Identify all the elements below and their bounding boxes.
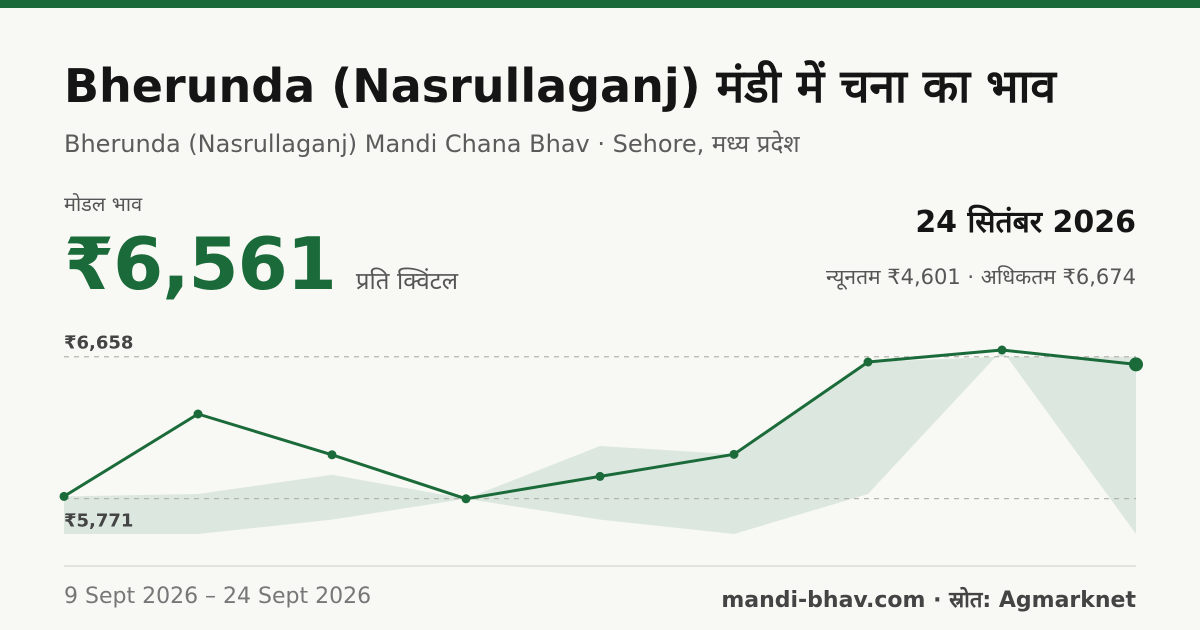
reference-label: ₹5,771 [64, 511, 133, 532]
top-accent-bar [0, 0, 1200, 8]
price-date: 24 सितंबर 2026 [915, 205, 1136, 240]
data-point [997, 345, 1007, 355]
min-max-range: न्यूनतम ₹4,601 · अधिकतम ₹6,674 [826, 265, 1136, 289]
data-point [59, 491, 69, 501]
footer-source: mandi-bhav.com · स्रोत: Agmarknet [721, 588, 1136, 613]
reference-label: ₹6,658 [64, 333, 133, 354]
min-max-band [64, 350, 1136, 534]
data-point [729, 449, 739, 459]
data-point [193, 409, 203, 419]
footer-date-range: 9 Sept 2026 – 24 Sept 2026 [64, 584, 372, 609]
data-point [1129, 357, 1143, 372]
price-line-chart: ₹6,658 ₹5,771 [59, 333, 1143, 534]
data-point [595, 471, 605, 481]
page-subtitle: Bherunda (Nasrullaganj) Mandi Chana Bhav… [64, 130, 800, 158]
data-point [863, 357, 873, 367]
price-row: ₹6,561 प्रति क्विंटल [64, 222, 458, 306]
modal-price-label: मोडल भाव [64, 192, 143, 216]
data-point [327, 450, 337, 460]
data-point [461, 494, 471, 504]
modal-price-value: ₹6,561 [64, 222, 337, 306]
page-title: Bherunda (Nasrullaganj) मंडी में चना का … [64, 59, 1056, 113]
price-unit: प्रति क्विंटल [355, 267, 459, 295]
footer-divider [64, 565, 1136, 567]
